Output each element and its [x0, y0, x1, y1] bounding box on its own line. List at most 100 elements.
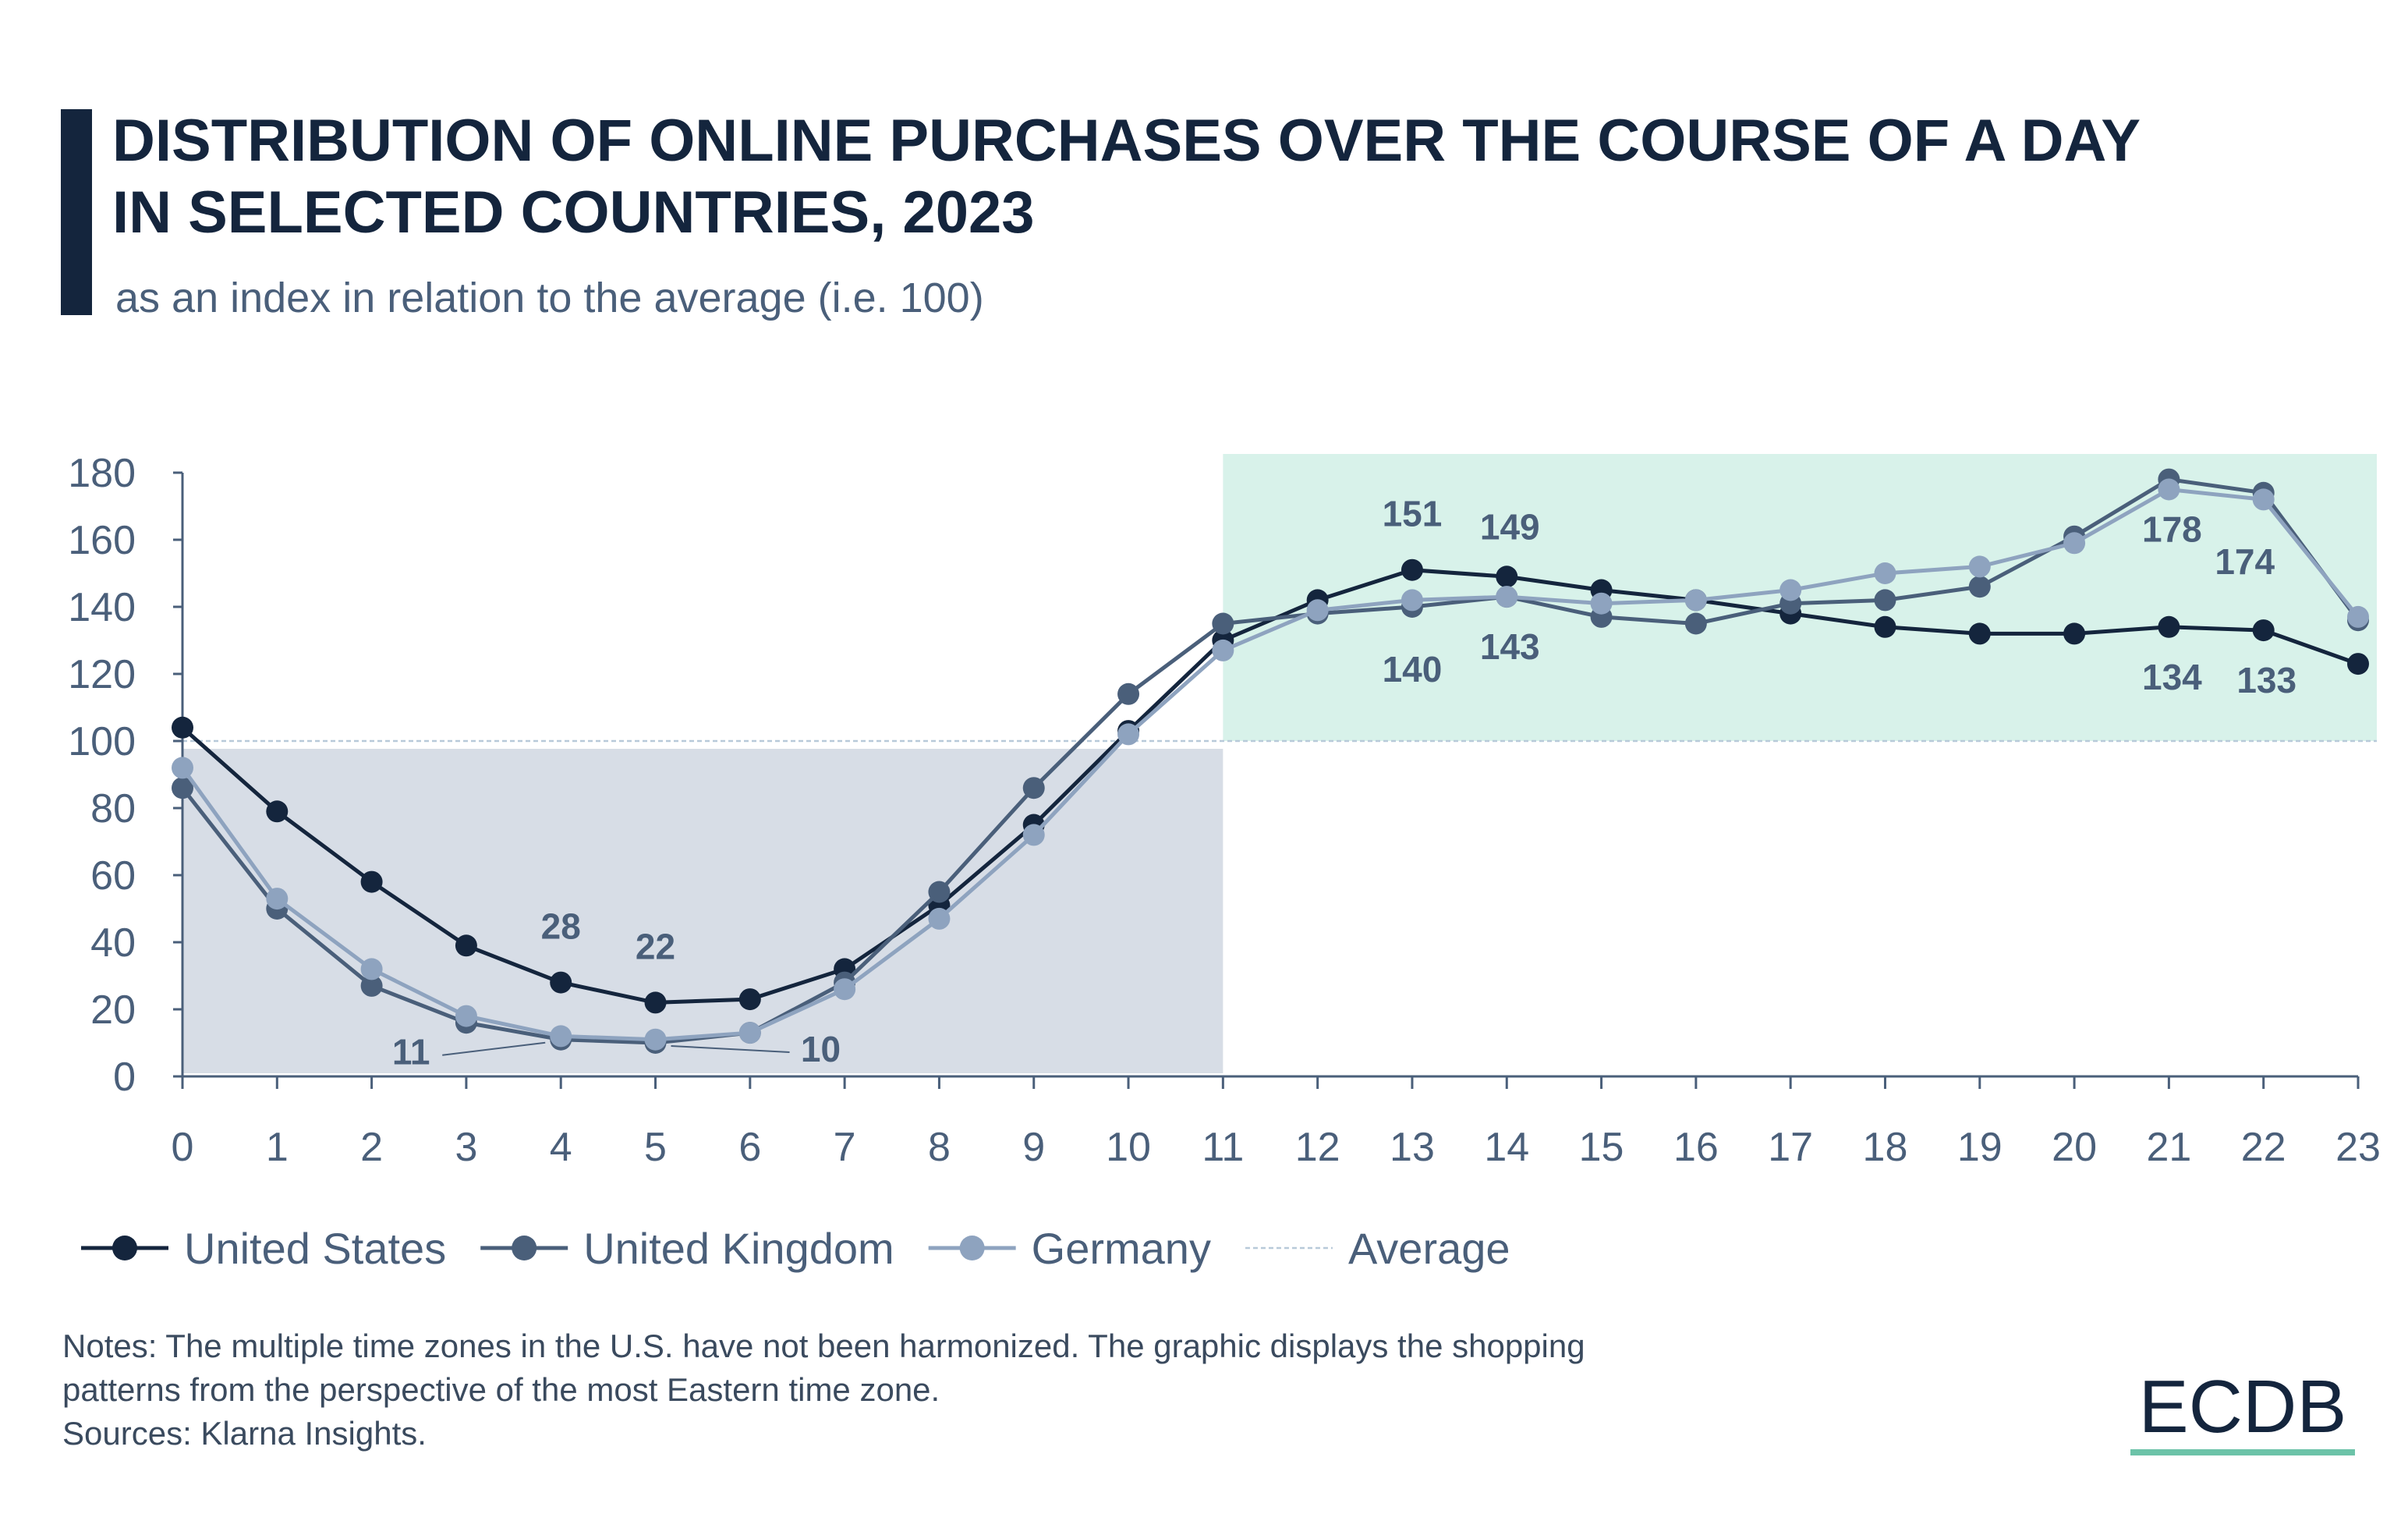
data-point — [644, 1028, 667, 1051]
data-point — [1117, 723, 1140, 746]
note: Notes: The multiple time zones in the U.… — [62, 1328, 1585, 1364]
data-point — [266, 800, 289, 823]
data-point — [172, 777, 193, 800]
series-line — [180, 487, 2360, 1042]
x-tick-label: 18 — [1863, 1125, 1908, 1170]
highlight-band — [182, 749, 1223, 1073]
data-point — [550, 1025, 572, 1048]
data-point — [550, 971, 572, 994]
data-label: 174 — [2215, 541, 2275, 582]
x-tick-label: 9 — [1022, 1125, 1045, 1170]
y-tick-label: 160 — [68, 518, 136, 563]
data-point — [2252, 619, 2275, 642]
data-label: 143 — [1480, 626, 1540, 667]
data-label: 134 — [2142, 657, 2202, 697]
x-tick-label: 16 — [1673, 1125, 1719, 1170]
data-point — [2347, 653, 2369, 675]
y-tick-label: 80 — [90, 786, 136, 831]
data-point — [2063, 622, 2086, 645]
x-tick-label: 5 — [644, 1125, 667, 1170]
data-point — [360, 870, 383, 893]
y-tick-label: 20 — [90, 987, 136, 1033]
data-label: 178 — [2142, 509, 2202, 550]
data-point — [1022, 777, 1045, 800]
legend-marker — [959, 1236, 985, 1260]
x-tick-label: 1 — [266, 1125, 289, 1170]
note: patterns from the perspective of the mos… — [62, 1371, 940, 1408]
data-point — [1022, 824, 1045, 846]
x-tick-label: 21 — [2146, 1125, 2191, 1170]
data-point — [266, 888, 289, 910]
y-tick-label: 140 — [68, 585, 136, 630]
data-point — [1590, 592, 1613, 615]
data-point — [1684, 589, 1707, 612]
data-point — [1496, 586, 1518, 608]
data-label: 22 — [636, 926, 675, 966]
x-tick-label: 17 — [1768, 1125, 1813, 1170]
data-point — [1401, 558, 1423, 581]
leader-line — [442, 1041, 546, 1056]
x-tick-label: 15 — [1579, 1125, 1624, 1170]
title-bar — [61, 109, 92, 315]
data-point — [455, 934, 477, 957]
data-point — [172, 757, 193, 779]
x-tick-label: 4 — [550, 1125, 572, 1170]
legend-label: Average — [1348, 1224, 1510, 1273]
y-tick-label: 180 — [68, 451, 136, 496]
x-tick-label: 20 — [2052, 1125, 2097, 1170]
data-point — [2158, 615, 2180, 638]
x-tick-label: 2 — [360, 1125, 383, 1170]
x-tick-label: 3 — [455, 1125, 477, 1170]
x-tick-label: 8 — [928, 1125, 951, 1170]
legend-label: Germany — [1032, 1224, 1211, 1273]
legend-label: United States — [184, 1224, 446, 1273]
data-point — [1874, 589, 1896, 612]
data-point — [2158, 478, 2180, 501]
data-point — [928, 907, 951, 930]
y-tick-label: 100 — [68, 719, 136, 764]
x-tick-label: 23 — [2335, 1125, 2381, 1170]
y-tick-label: 0 — [113, 1055, 136, 1100]
y-tick-label: 60 — [90, 853, 136, 899]
legend: United States United Kingdom Germany Averag… — [81, 1224, 1510, 1273]
data-point — [1968, 576, 1991, 598]
data-label: 149 — [1480, 506, 1540, 547]
data-point — [738, 988, 761, 1011]
x-tick-label: 6 — [738, 1125, 761, 1170]
series-line — [181, 477, 2360, 1045]
logo-underline — [2130, 1449, 2355, 1455]
data-point — [1874, 562, 1896, 584]
data-point — [360, 974, 383, 997]
data-label: 11 — [392, 1032, 430, 1072]
data-point — [1779, 579, 1802, 601]
y-tick-label: 120 — [68, 652, 136, 697]
data-point — [172, 716, 193, 739]
data-point — [1401, 589, 1423, 612]
logo: ECDB — [2139, 1365, 2347, 1448]
data-point — [2347, 605, 2369, 628]
chart-title: DISTRIBUTION OF ONLINE PURCHASES OVER TH… — [112, 108, 2141, 246]
x-tick-label: 14 — [1484, 1125, 1529, 1170]
data-point — [644, 991, 667, 1014]
data-point — [1306, 599, 1329, 622]
x-tick-label: 11 — [1202, 1125, 1244, 1170]
x-tick-label: 0 — [172, 1125, 194, 1170]
chart-subtitle: as an index in relation to the average (… — [115, 275, 984, 321]
x-tick-label: 10 — [1106, 1125, 1151, 1170]
data-point — [1968, 555, 1991, 578]
data-point — [1212, 612, 1234, 635]
data-label: 133 — [2236, 660, 2296, 700]
legend-label: United Kingdom — [583, 1224, 894, 1273]
x-tick-label: 13 — [1390, 1125, 1435, 1170]
legend-marker — [512, 1236, 537, 1260]
data-point — [738, 1022, 761, 1044]
data-point — [455, 1005, 477, 1027]
y-tick-label: 40 — [90, 920, 136, 966]
x-tick-label: 12 — [1295, 1125, 1340, 1170]
data-label: 151 — [1383, 494, 1443, 534]
data-point — [1874, 615, 1896, 638]
x-tick-label: 22 — [2241, 1125, 2286, 1170]
leader-line — [671, 1045, 790, 1053]
data-point — [2252, 488, 2275, 511]
